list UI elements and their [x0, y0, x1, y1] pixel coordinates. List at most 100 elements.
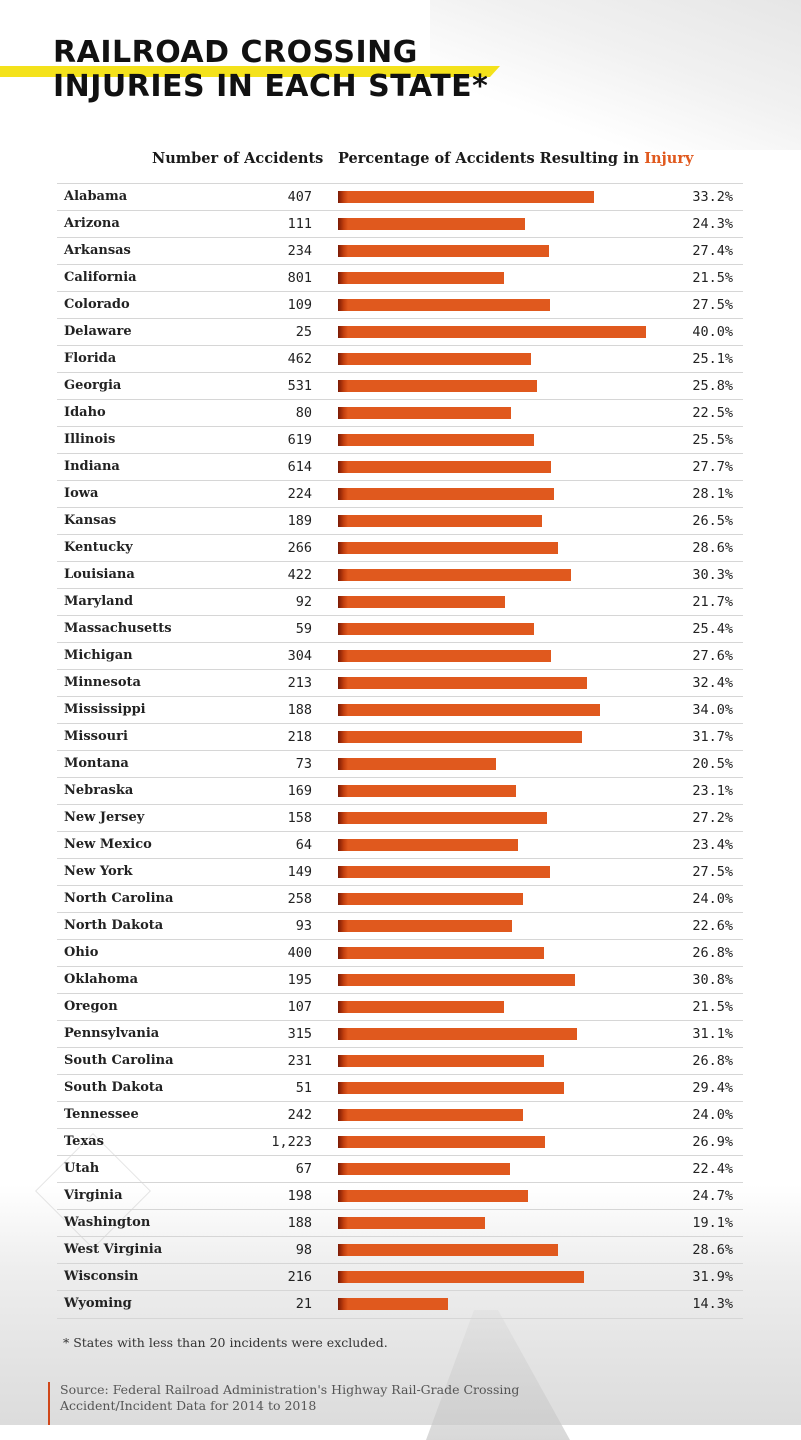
table-row: Iowa 224 28.1%: [57, 480, 743, 507]
page-title: RAILROAD CROSSING INJURIES IN EACH STATE…: [53, 36, 488, 104]
injury-pct-bar: [338, 218, 526, 230]
accident-count: 80: [295, 405, 312, 421]
injury-pct-bar: [338, 542, 559, 554]
state-name: Delaware: [64, 324, 132, 339]
accident-count: 92: [295, 594, 312, 610]
accident-count: 149: [287, 864, 312, 880]
accident-count: 218: [287, 729, 312, 745]
state-name: Maryland: [64, 594, 134, 609]
table-row: Maryland 92 21.7%: [57, 588, 743, 615]
state-name: Illinois: [64, 432, 116, 447]
table-row: New Jersey 158 27.2%: [57, 804, 743, 831]
state-name: Texas: [64, 1134, 104, 1149]
accident-count: 224: [287, 486, 312, 502]
injury-pct-label: 27.5%: [692, 297, 733, 313]
state-name: Colorado: [64, 297, 130, 312]
table-row: New Mexico 64 23.4%: [57, 831, 743, 858]
source-line-1: Source: Federal Railroad Administration'…: [60, 1382, 520, 1397]
state-name: Washington: [64, 1215, 151, 1230]
table-row: West Virginia 98 28.6%: [57, 1236, 743, 1263]
injury-pct-label: 27.7%: [692, 459, 733, 475]
injury-pct-bar: [338, 434, 535, 446]
table-row: Oregon 107 21.5%: [57, 993, 743, 1020]
injury-pct-label: 31.1%: [692, 1026, 733, 1042]
table-row: Oklahoma 195 30.8%: [57, 966, 743, 993]
injury-pct-label: 24.0%: [692, 1107, 733, 1123]
footnote: * States with less than 20 incidents wer…: [63, 1335, 388, 1350]
injury-pct-label: 30.3%: [692, 567, 733, 583]
state-name: Kentucky: [64, 540, 133, 555]
accident-count: 64: [295, 837, 312, 853]
injury-pct-bar: [338, 920, 513, 932]
accident-count: 619: [287, 432, 312, 448]
state-name: Wyoming: [64, 1296, 132, 1311]
table-row: Washington 188 19.1%: [57, 1209, 743, 1236]
accident-count: 98: [295, 1242, 312, 1258]
injury-pct-bar: [338, 299, 550, 311]
accident-count: 400: [287, 945, 312, 961]
state-name: Missouri: [64, 729, 128, 744]
accident-count: 407: [287, 189, 312, 205]
state-name: Alabama: [64, 189, 128, 204]
injury-pct-bar: [338, 731, 583, 743]
table-row: North Carolina 258 24.0%: [57, 885, 743, 912]
injury-pct-label: 28.6%: [692, 1242, 733, 1258]
injury-pct-label: 14.3%: [692, 1296, 733, 1312]
table-row: Arizona 111 24.3%: [57, 210, 743, 237]
injury-pct-bar: [338, 1055, 545, 1067]
state-name: New Jersey: [64, 810, 145, 825]
table-row: Florida 462 25.1%: [57, 345, 743, 372]
table-row: Nebraska 169 23.1%: [57, 777, 743, 804]
injury-pct-label: 27.4%: [692, 243, 733, 259]
state-name: Idaho: [64, 405, 106, 420]
injury-pct-label: 31.9%: [692, 1269, 733, 1285]
injury-pct-label: 31.7%: [692, 729, 733, 745]
state-name: Indiana: [64, 459, 120, 474]
state-name: Pennsylvania: [64, 1026, 160, 1041]
injury-pct-label: 25.8%: [692, 378, 733, 394]
injury-pct-bar: [338, 191, 594, 203]
injury-pct-label: 32.4%: [692, 675, 733, 691]
injury-pct-bar: [338, 812, 548, 824]
state-name: Ohio: [64, 945, 99, 960]
injury-pct-bar: [338, 677, 588, 689]
accident-count: 266: [287, 540, 312, 556]
injury-pct-bar: [338, 785, 516, 797]
state-name: Minnesota: [64, 675, 141, 690]
state-name: Florida: [64, 351, 117, 366]
accident-count: 216: [287, 1269, 312, 1285]
injury-pct-bar: [338, 1271, 584, 1283]
title-line-2: INJURIES IN EACH STATE*: [53, 69, 489, 104]
injury-pct-bar: [338, 407, 512, 419]
state-name: Nebraska: [64, 783, 134, 798]
injury-pct-label: 26.5%: [692, 513, 733, 529]
injury-pct-label: 25.5%: [692, 432, 733, 448]
injury-pct-bar: [338, 1217, 486, 1229]
title-highlight-bar: [0, 66, 500, 77]
accident-count: 1,223: [271, 1134, 312, 1150]
table-row: Idaho 80 22.5%: [57, 399, 743, 426]
table-row: Alabama 407 33.2%: [57, 183, 743, 210]
injury-pct-bar: [338, 515, 543, 527]
injury-pct-label: 26.8%: [692, 945, 733, 961]
accident-count: 93: [295, 918, 312, 934]
accident-count: 111: [287, 216, 312, 232]
accident-count: 158: [287, 810, 312, 826]
accident-count: 422: [287, 567, 312, 583]
state-name: Montana: [64, 756, 129, 771]
state-name: North Carolina: [64, 891, 174, 906]
accident-count: 51: [295, 1080, 312, 1096]
table-row: Montana 73 20.5%: [57, 750, 743, 777]
injury-pct-label: 40.0%: [692, 324, 733, 340]
injury-pct-bar: [338, 569, 572, 581]
injury-pct-label: 26.9%: [692, 1134, 733, 1150]
title-line-1: RAILROAD CROSSING: [53, 35, 418, 70]
injury-pct-bar: [338, 1298, 449, 1310]
accident-count: 304: [287, 648, 312, 664]
table-row: Wyoming 21 14.3%: [57, 1290, 743, 1319]
state-name: Tennessee: [64, 1107, 139, 1122]
state-name: Louisiana: [64, 567, 135, 582]
state-name: Arizona: [64, 216, 120, 231]
column-header-accidents: Number of Accidents: [152, 150, 324, 167]
injury-pct-label: 21.5%: [692, 270, 733, 286]
